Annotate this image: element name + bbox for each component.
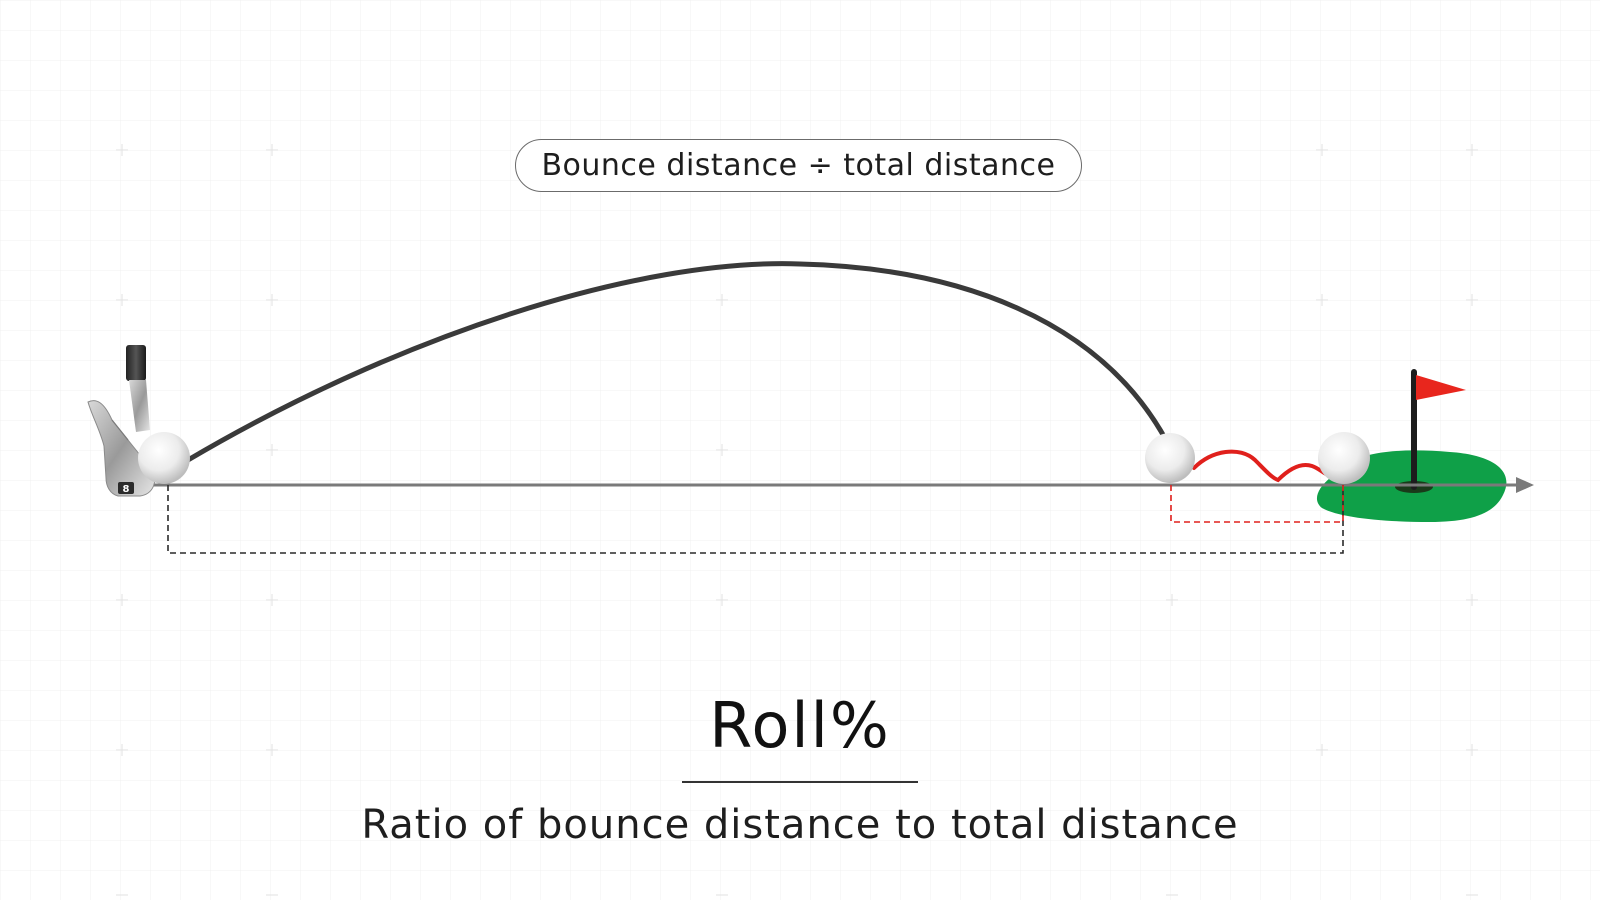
- formula-pill: Bounce distance ÷ total distance: [515, 139, 1082, 192]
- golf-club-icon: 8: [87, 345, 156, 497]
- grid-cross-marks: [116, 144, 1478, 896]
- flag-icon: [1411, 369, 1466, 490]
- golf-ball-icon: [138, 432, 190, 484]
- bounce-distance-bracket: [1170, 485, 1344, 523]
- page-subtitle: Ratio of bounce distance to total distan…: [361, 802, 1239, 848]
- flight-path: [185, 261, 1169, 463]
- golf-ball-icon: [1318, 432, 1370, 484]
- ground-line: [150, 477, 1534, 493]
- page-title: Roll%: [709, 689, 891, 762]
- bounce-path: [1192, 449, 1328, 483]
- club-number: 8: [123, 484, 130, 495]
- golf-ball-icon: [1145, 433, 1195, 483]
- total-distance-bracket: [167, 485, 1344, 554]
- arrow-right-icon: [1516, 477, 1534, 493]
- title-divider: [682, 781, 918, 783]
